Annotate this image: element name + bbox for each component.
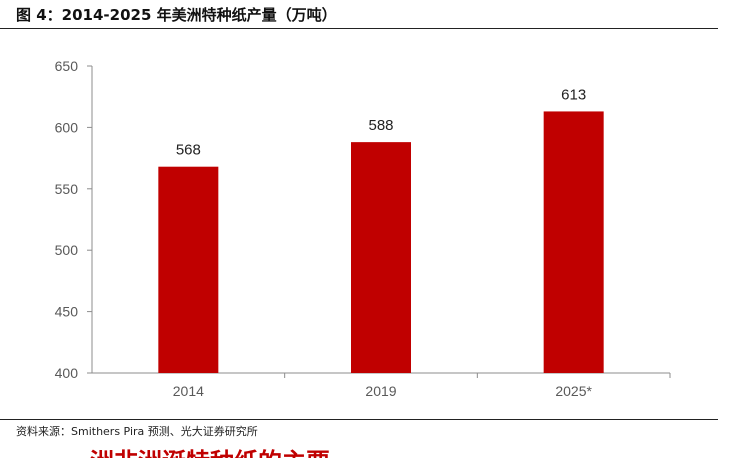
bar-value-label: 613: [561, 86, 586, 103]
x-tick-label: 2025*: [555, 383, 592, 399]
bar-value-label: 588: [368, 117, 393, 134]
source-note: 资料来源：Smithers Pira 预测、光大证券研究所: [16, 425, 258, 438]
source-rule: [0, 419, 718, 420]
bar: [543, 111, 604, 373]
bar: [351, 142, 411, 373]
y-tick-label: 600: [55, 119, 79, 135]
bar-value-label: 568: [176, 142, 201, 159]
y-tick-label: 500: [55, 242, 79, 258]
y-tick-label: 550: [55, 181, 79, 197]
next-heading-text: 洲非洲诞特种纸的主要: [90, 447, 590, 458]
y-tick-label: 450: [55, 304, 79, 320]
x-tick-label: 2019: [365, 383, 396, 399]
bar: [158, 166, 219, 373]
y-tick-label: 650: [55, 58, 79, 74]
title-rule: [0, 28, 718, 29]
x-tick-label: 2014: [173, 383, 204, 399]
next-heading-cutoff: 洲非洲诞特种纸的主要: [90, 447, 590, 458]
y-tick-label: 400: [55, 365, 79, 381]
figure-title: 图 4：2014-2025 年美洲特种纸产量（万吨）: [16, 6, 337, 24]
